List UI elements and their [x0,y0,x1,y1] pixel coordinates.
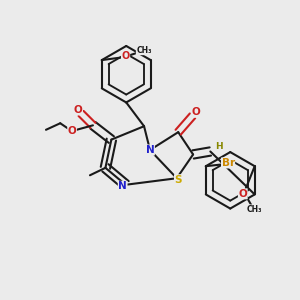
Text: Br: Br [221,158,235,168]
Text: H: H [215,142,223,151]
Text: O: O [74,105,82,115]
Text: N: N [118,181,127,191]
Text: CH₃: CH₃ [246,205,262,214]
Text: N: N [146,145,154,155]
Text: O: O [238,189,247,199]
Text: S: S [175,175,182,185]
Text: CH₃: CH₃ [136,46,152,55]
Text: O: O [192,107,201,117]
Text: O: O [122,51,130,61]
Text: O: O [68,126,76,136]
